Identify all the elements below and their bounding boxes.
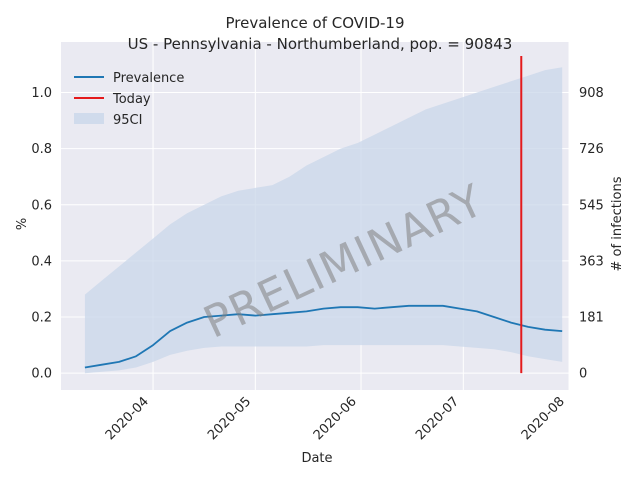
y-tick-label: 1.0 — [31, 86, 52, 101]
ci-band-layer — [84, 67, 563, 374]
x-axis-title: Date — [301, 451, 332, 466]
legend-95ci-label: 95CI — [113, 113, 142, 128]
y2-tick-label: 0 — [579, 367, 587, 382]
y2-tick-label: 545 — [579, 198, 604, 213]
y-axis-title: % — [15, 218, 30, 230]
ci-band — [84, 67, 563, 374]
y-tick-label: 0.0 — [31, 367, 52, 382]
series-layer — [84, 304, 563, 369]
y2-axis-title: # of infections — [610, 176, 625, 271]
chart-subtitle: US - Pennsylvania - Northumberland, pop.… — [128, 35, 513, 53]
prevalence-line — [84, 304, 563, 369]
y-tick-label: 0.4 — [31, 254, 52, 269]
legend-95ci-swatch — [74, 113, 104, 124]
legend: Prevalence Today 95CI — [74, 71, 184, 128]
y-tick-label: 0.8 — [31, 142, 52, 157]
legend-today-label: Today — [112, 92, 151, 107]
chart-title: Prevalence of COVID-19 — [225, 14, 404, 32]
y2-tick-label: 181 — [579, 311, 604, 326]
y2-tick-label: 726 — [579, 142, 604, 157]
y-tick-label: 0.2 — [31, 311, 52, 326]
y-tick-label: 0.6 — [31, 198, 52, 213]
legend-prevalence-label: Prevalence — [113, 71, 184, 86]
y2-tick-label: 908 — [579, 86, 604, 101]
y2-tick-label: 363 — [579, 254, 604, 269]
